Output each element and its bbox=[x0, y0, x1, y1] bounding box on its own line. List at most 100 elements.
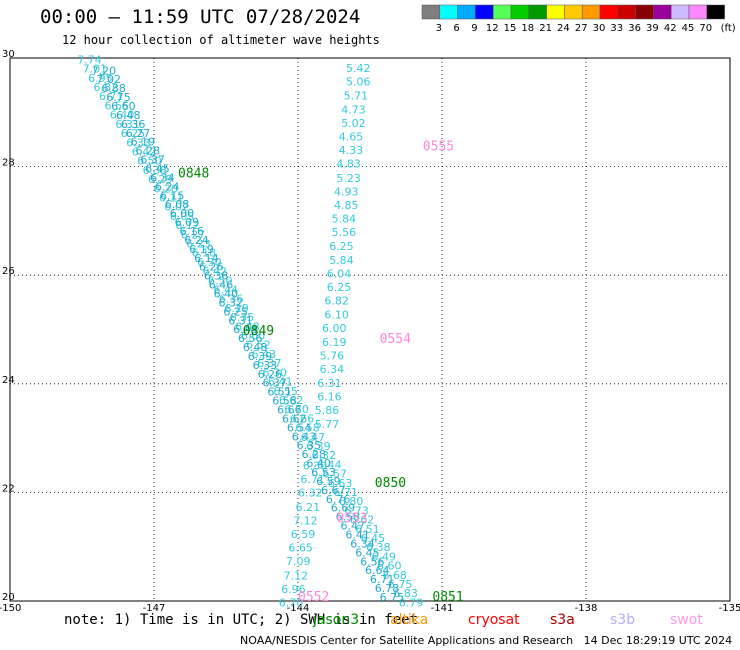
satellite-legend: jason3 altika cryosat s3a s3b swot bbox=[0, 612, 740, 630]
wave-height-label: 6.95 bbox=[88, 72, 113, 85]
wave-height-label: 5.71 bbox=[344, 89, 369, 102]
wave-height-label: 6.44 bbox=[213, 284, 238, 297]
wave-height-label: 6.41 bbox=[268, 376, 293, 389]
wave-height-label: 6.75 bbox=[380, 591, 405, 604]
wave-height-label: 6.55 bbox=[273, 385, 298, 398]
wave-height-label: 6.54 bbox=[287, 421, 312, 434]
chart-subtitle: 12 hour collection of altimeter wave hei… bbox=[62, 33, 380, 47]
wave-height-label: 6.41 bbox=[345, 529, 370, 542]
wave-height-label: 7.74 bbox=[77, 53, 102, 66]
wave-height-label: 6.33 bbox=[253, 359, 278, 372]
x-tick-label: -141 bbox=[431, 603, 454, 614]
wave-height-label: 6.79 bbox=[399, 596, 424, 609]
wave-height-label: 6.76 bbox=[326, 493, 351, 506]
wave-height-label: 6.27 bbox=[126, 127, 151, 140]
wave-height-label: 6.40 bbox=[214, 287, 239, 300]
wave-height-label: 7.12 bbox=[284, 569, 309, 582]
legend-swatch bbox=[706, 4, 725, 20]
wave-height-label: 5.76 bbox=[320, 349, 345, 362]
wave-height-label: 6.32 bbox=[312, 449, 337, 462]
legend-label: 39 bbox=[646, 23, 659, 34]
wave-height-label: 6.30 bbox=[303, 460, 328, 473]
legend-label: 27 bbox=[575, 23, 588, 34]
wave-height-label: 6.35 bbox=[297, 439, 322, 452]
wave-height-label: 6.71 bbox=[370, 573, 395, 586]
wave-height-label: 6.21 bbox=[296, 501, 321, 514]
y-tick-label: 26 bbox=[2, 266, 15, 277]
satellite-cryosat: cryosat bbox=[468, 612, 520, 628]
wave-height-label: 6.45 bbox=[361, 532, 386, 545]
wave-height-label: 6.36 bbox=[219, 293, 244, 306]
wave-height-label: 6.19 bbox=[322, 336, 347, 349]
y-tick-label: 24 bbox=[2, 375, 15, 386]
wave-height-label: 6.39 bbox=[306, 440, 331, 453]
wave-height-label: 6.29 bbox=[224, 302, 249, 315]
wave-height-label: 6.58 bbox=[295, 422, 320, 435]
wave-height-label: 6.60 bbox=[377, 560, 402, 573]
wave-height-label: 6.38 bbox=[204, 270, 229, 283]
wave-height-label: 5.42 bbox=[346, 62, 371, 75]
wave-height-label: 5.56 bbox=[332, 226, 357, 239]
x-tick-label: -150 bbox=[0, 603, 21, 614]
wave-height-label: 6.78 bbox=[375, 582, 400, 595]
wave-height-label: 6.63 bbox=[328, 477, 353, 490]
wave-height-label: 6.56 bbox=[238, 332, 263, 345]
wave-height-label: 6.11 bbox=[159, 191, 184, 204]
wave-height-label: 6.66 bbox=[290, 412, 315, 425]
wave-height-label: 6.83 bbox=[393, 587, 418, 600]
x-tick-label: -138 bbox=[575, 603, 598, 614]
wave-height-label: 5.86 bbox=[315, 404, 340, 417]
legend-label: 42 bbox=[664, 23, 677, 34]
legend-label: 24 bbox=[557, 23, 570, 34]
wave-height-label: 6.70 bbox=[284, 403, 309, 416]
wave-height-label: 5.06 bbox=[346, 76, 371, 89]
wave-height-label: 6.32 bbox=[219, 296, 244, 309]
wave-height-label: 6.26 bbox=[199, 261, 224, 274]
satellite-altika: altika bbox=[390, 612, 429, 628]
satellite-s3b: s3b bbox=[610, 612, 636, 628]
wave-height-label: 6.56 bbox=[360, 555, 385, 568]
wave-height-label: 6.29 bbox=[148, 173, 173, 186]
wave-height-label: 6.38 bbox=[366, 541, 391, 554]
legend-unit: (ft) bbox=[721, 23, 736, 34]
wave-height-label: 6.64 bbox=[365, 564, 390, 577]
wave-height-label: 6.65 bbox=[288, 542, 313, 555]
wave-height-label: 6.49 bbox=[372, 550, 397, 563]
wave-height-label: 6.50 bbox=[137, 155, 162, 168]
legend-label: 18 bbox=[521, 23, 534, 34]
legend-label: 45 bbox=[682, 23, 695, 34]
plot-frame bbox=[9, 57, 731, 602]
pass-time-label: 0850 bbox=[375, 476, 406, 491]
wave-height-label: 6.04 bbox=[327, 267, 352, 280]
wave-height-label: 6.28 bbox=[136, 145, 161, 158]
wave-height-label: 4.65 bbox=[339, 131, 364, 144]
wave-height-label: 6.50 bbox=[208, 274, 233, 287]
wave-height-label: 6.10 bbox=[324, 309, 349, 322]
chart-title: 00:00 – 11:59 UTC 07/28/2024 bbox=[40, 6, 361, 28]
legend-label: 30 bbox=[593, 23, 606, 34]
wave-height-label: 6.58 bbox=[272, 395, 297, 408]
y-tick-label: 30 bbox=[2, 49, 15, 60]
wave-height-label: 6.20 bbox=[154, 182, 179, 195]
wave-height-label: 6.35 bbox=[230, 311, 255, 324]
wave-height-label: 4.83 bbox=[336, 158, 361, 171]
x-tick-label: -135 bbox=[719, 603, 740, 614]
wave-height-label: 6.59 bbox=[316, 475, 341, 488]
wave-height-label: 6.60 bbox=[111, 100, 136, 113]
wave-height-label: 6.45 bbox=[355, 546, 380, 559]
legend-label: 6 bbox=[453, 23, 459, 34]
wave-height-label: 6.31 bbox=[317, 377, 342, 390]
y-tick-label: 22 bbox=[2, 483, 15, 494]
satellite-swot: swot bbox=[670, 612, 703, 628]
wave-height-label: 6.25 bbox=[121, 127, 146, 140]
pass-time-label: 0552 bbox=[298, 590, 329, 605]
wave-height-label: 6.19 bbox=[189, 243, 214, 256]
pass-time-label: 0555 bbox=[423, 139, 454, 154]
wave-height-label: 6.05 bbox=[170, 210, 195, 223]
wave-height-label: 6.31 bbox=[115, 118, 139, 131]
wave-height-label: 6.44 bbox=[233, 323, 257, 336]
credit-line: NOAA/NESDIS Center for Satellite Applica… bbox=[240, 634, 733, 647]
wave-height-label: 6.23 bbox=[186, 237, 211, 250]
wave-height-label: 6.09 bbox=[175, 216, 200, 229]
wave-height-label: 6.51 bbox=[355, 523, 380, 536]
